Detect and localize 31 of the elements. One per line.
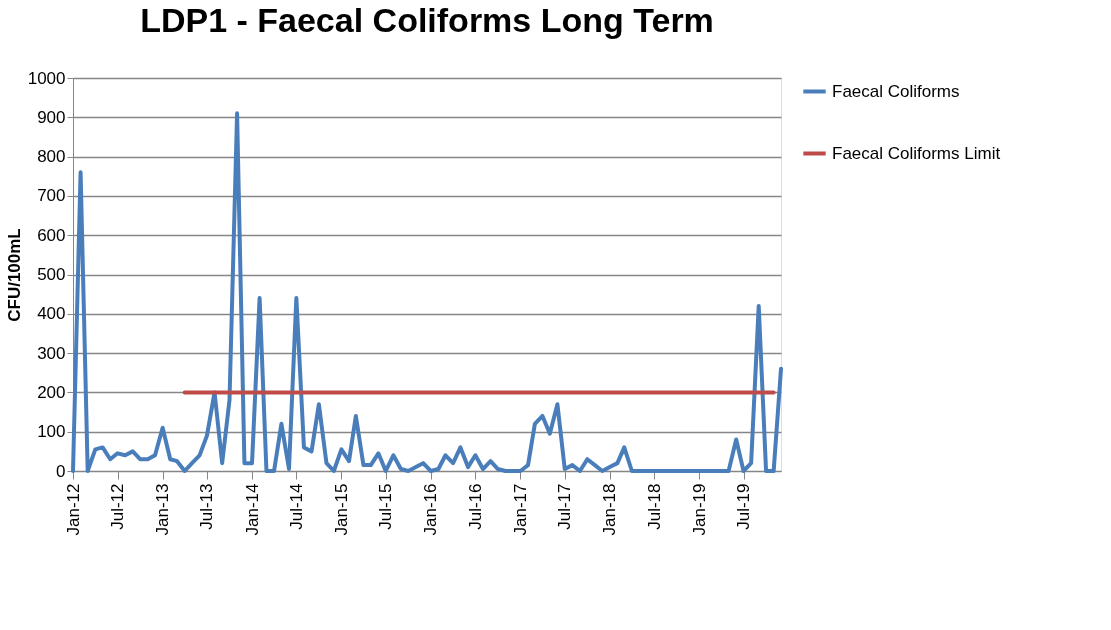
chart-title: LDP1 - Faecal Coliforms Long Term bbox=[140, 1, 714, 39]
x-tick-label: Jul-18 bbox=[644, 483, 664, 530]
x-tick-label: Jan-16 bbox=[421, 483, 441, 536]
x-tick-label: Jan-15 bbox=[331, 483, 351, 536]
x-tick-label: Jan-18 bbox=[600, 483, 620, 536]
y-tick-label: 700 bbox=[37, 186, 66, 206]
x-tick-label: Jan-13 bbox=[153, 483, 173, 536]
x-tick-label: Jul-15 bbox=[376, 483, 396, 530]
x-tick-label: Jul-19 bbox=[734, 483, 754, 530]
x-tick-label: Jan-14 bbox=[242, 483, 262, 536]
x-tick-label: Jul-16 bbox=[465, 483, 485, 530]
y-tick-label: 1000 bbox=[27, 68, 66, 88]
legend-label: Faecal Coliforms bbox=[832, 81, 960, 101]
x-tick-label: Jan-17 bbox=[510, 483, 530, 536]
y-tick-label: 200 bbox=[37, 382, 66, 402]
y-tick-label: 900 bbox=[37, 107, 66, 127]
x-tick-label: Jul-17 bbox=[555, 483, 575, 530]
y-tick-label: 400 bbox=[37, 304, 66, 324]
y-tick-label: 0 bbox=[56, 461, 66, 481]
legend-label: Faecal Coliforms Limit bbox=[832, 143, 1001, 163]
y-axis-title: CFU/100mL bbox=[4, 228, 24, 322]
y-tick-label: 500 bbox=[37, 265, 66, 284]
y-tick-label: 300 bbox=[37, 343, 66, 363]
y-tick-label: 800 bbox=[37, 147, 66, 167]
x-tick-label: Jul-14 bbox=[286, 483, 306, 530]
y-tick-label: 100 bbox=[37, 422, 66, 442]
x-tick-label: Jan-12 bbox=[63, 483, 83, 536]
x-tick-label: Jul-13 bbox=[197, 483, 217, 530]
x-tick-label: Jul-12 bbox=[108, 483, 128, 530]
x-tick-label: Jan-19 bbox=[689, 483, 709, 536]
y-tick-label: 600 bbox=[37, 225, 66, 245]
